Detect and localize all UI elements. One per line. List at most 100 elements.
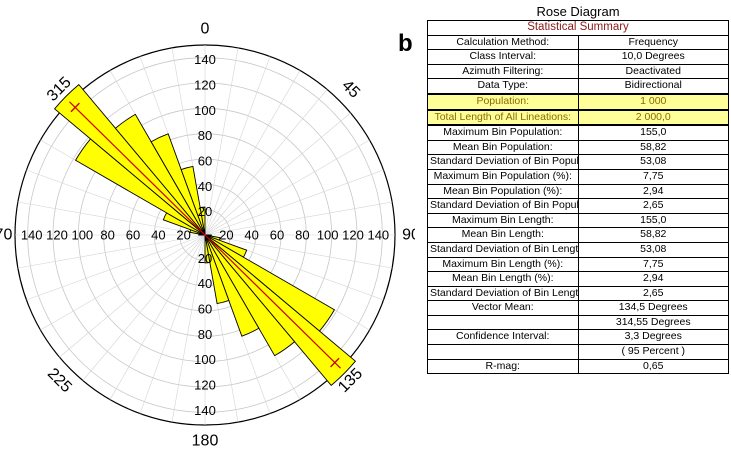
table-row: Mean Bin Length: 58,82 [427,227,729,243]
stat-label: Maximum Bin Length: [427,212,579,229]
table-row: Standard Deviation of Bin Population (%)… [427,198,729,214]
stat-label: Class Interval: [427,49,579,65]
table-row: Standard Deviation of Bin Lengths (%):2,… [427,285,729,302]
stat-label: Maximum Bin Population (%): [427,168,579,185]
table-row: Standard Deviation of Bin Population:53,… [427,154,729,170]
table-row: Mean Bin Population (%): 2,94 [427,183,729,200]
rose-bar-mirror [204,234,296,357]
grid-spoke [204,234,393,269]
table-row: Mean Bin Population: 58,82 [427,139,729,156]
stat-label: Vector Mean: [427,300,579,316]
angle-label: 270 [0,227,12,244]
stat-label: Standard Deviation of Bin Lengths: [427,241,579,258]
stat-label: R-mag: [427,358,579,375]
stats-title: Rose Diagram [536,4,620,19]
table-row: Data Type: Bidirectional [427,78,729,95]
grid-spoke [59,234,206,358]
stat-label: Population: [427,92,579,111]
grid-spoke [26,234,206,301]
stat-value: 3,3 Degrees [577,329,729,346]
rose-bar-mirror [204,234,211,264]
angle-label: 90 [402,227,415,244]
table-row: Class Interval: 10,0 Degrees [427,49,729,65]
stat-value: 2,65 [577,285,729,302]
confidence-tick [70,102,80,113]
grid-spoke [171,234,206,423]
table-row: Mean Bin Length (%): 2,94 [427,271,729,287]
table-row: ( 95 Percent ) [427,344,729,360]
stat-label: Confidence Interval: [427,329,579,346]
stat-label [427,344,579,360]
stat-label: Total Length of All Lineations: [427,108,579,127]
stat-value: 0,65 [577,358,729,375]
stat-value: 53,08 [577,241,729,258]
grid-spoke [109,234,206,400]
table-row: Azimuth Filtering: Deactivated [427,63,729,80]
radial-tick-label: 80 [198,327,212,342]
vector-mean-line [69,101,341,369]
rose-bar [114,113,206,236]
statistical-summary-panel: Rose Diagram Statistical Summary Calcula… [427,3,729,375]
grid-spoke [204,56,271,236]
rose-bar-mirror [204,234,230,305]
radial-tick-label: 120 [194,378,216,393]
angle-label: 45 [338,77,363,102]
radial-tick-label: 80 [100,228,114,243]
stat-label: Mean Bin Length (%): [427,271,579,287]
radial-tick-label: 80 [198,128,212,143]
stat-label: Standard Deviation of Bin Lengths (%): [427,285,579,302]
radial-tick-label: 120 [342,228,364,243]
table-row: Population: 1 000 [427,92,729,111]
radial-tick-label: 140 [194,403,216,418]
table-row: R-mag: 0,65 [427,358,729,375]
radial-tick-label: 40 [151,228,165,243]
grid-spoke [204,201,393,236]
angle-label: 0 [201,21,210,38]
grid-spoke [82,234,206,381]
grid-spoke [40,234,206,331]
radial-tick-label: 120 [194,78,216,93]
stat-label: Mean Bin Population (%): [427,183,579,200]
panel-letter: b [398,30,413,57]
radial-tick-label: 100 [194,352,216,367]
radial-tick-label: 40 [244,228,258,243]
stat-label: Azimuth Filtering: [427,63,579,80]
table-row: Standard Deviation of Bin Lengths: 53,08 [427,241,729,258]
stat-label: Maximum Bin Length (%): [427,256,579,273]
grid-spoke [17,234,206,269]
stat-value: 2,94 [577,271,729,287]
stat-value: ( 95 Percent ) [577,344,729,360]
stat-value: Frequency [577,34,729,51]
grid-spoke [17,201,206,236]
grid-spoke [139,234,206,414]
radial-tick-label: 20 [198,204,212,219]
table-row: Maximum Bin Length (%): 7,75 [427,256,729,273]
stat-value: 314,55 Degrees [577,314,729,331]
table-row: Maximum Bin Population (%): 7,75 [427,168,729,185]
stat-value: 10,0 Degrees [577,49,729,65]
grid-spoke [204,139,370,236]
stat-value: Bidirectional [577,78,729,95]
table-row: Vector Mean: 134,5 Degrees [427,300,729,316]
radial-tick-label: 60 [126,228,140,243]
radial-tick-label: 60 [198,154,212,169]
confidence-tick [330,357,340,368]
table-row: Confidence Interval: 3,3 Degrees [427,329,729,346]
table-row: Maximum Bin Population: 155,0 [427,124,729,141]
rose-bar-mirror [204,234,260,337]
angle-label: 180 [192,433,219,450]
grid-spoke [204,70,301,236]
angle-label: 225 [44,365,75,396]
stat-label: Standard Deviation of Bin Population: [427,154,579,170]
stat-value: 58,82 [577,139,729,156]
radial-tick-label: 80 [295,228,309,243]
stat-value: 155,0 [577,124,729,141]
radial-tick-label: 100 [194,103,216,118]
radial-tick-label: 20 [176,228,190,243]
table-row: Total Length of All Lineations: 2 000,0 [427,108,729,127]
radial-tick-label: 20 [198,251,212,266]
table-row: Maximum Bin Length: 155,0 [427,212,729,229]
stat-value: 58,82 [577,227,729,243]
stat-value: 2,65 [577,198,729,214]
stat-label: Mean Bin Length: [427,227,579,243]
